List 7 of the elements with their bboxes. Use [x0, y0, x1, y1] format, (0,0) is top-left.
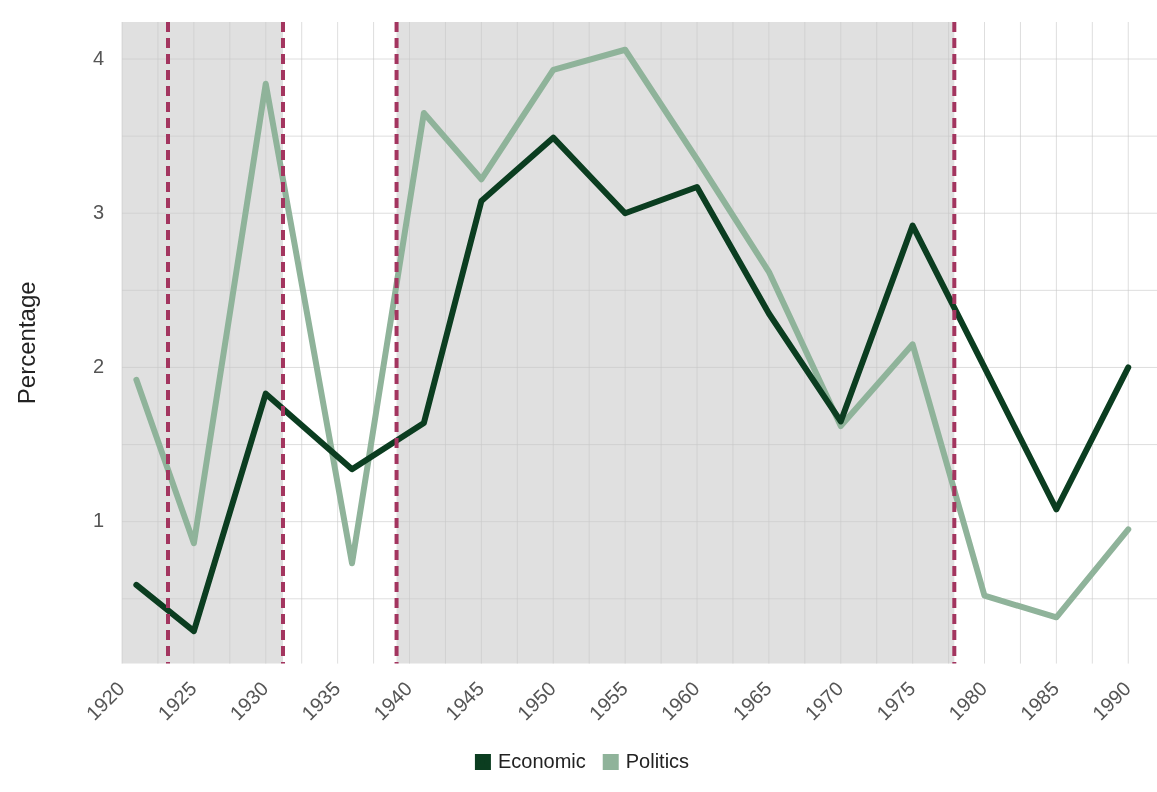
- legend-label: Economic: [497, 749, 586, 772]
- y-tick-label: 2: [92, 354, 104, 377]
- y-axis-title: Percentage: [13, 281, 41, 405]
- y-tick-label: 4: [92, 46, 104, 69]
- y-tick-label: 3: [92, 200, 104, 223]
- y-tick-label: 1: [92, 509, 104, 532]
- legend-label: Politics: [625, 749, 690, 772]
